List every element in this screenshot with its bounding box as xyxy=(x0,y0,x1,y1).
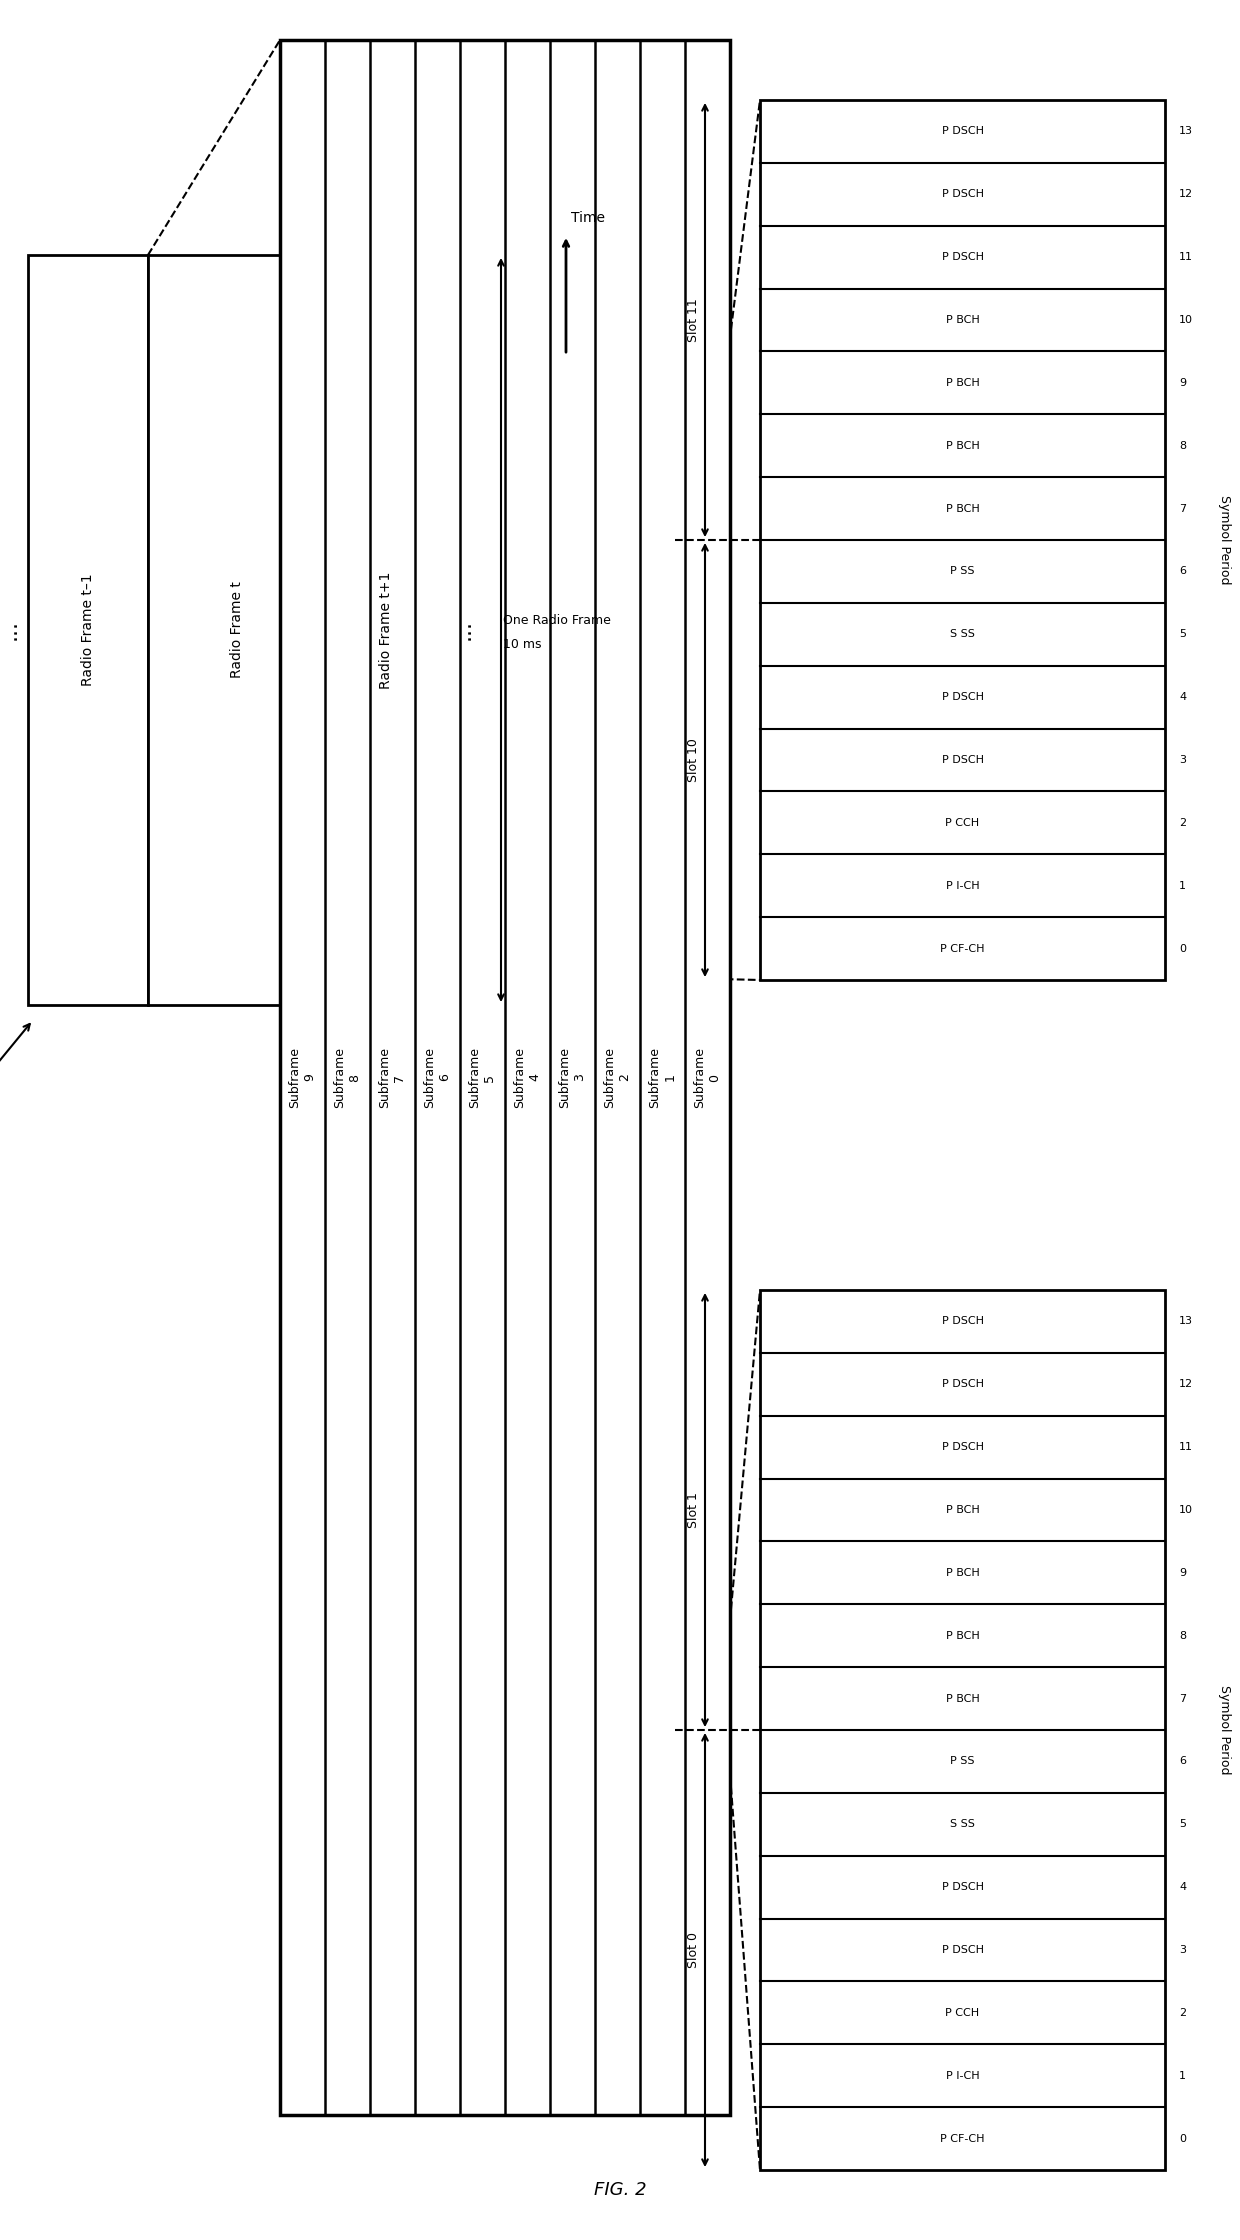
Bar xyxy=(29,255,148,1006)
Text: 12: 12 xyxy=(1179,1380,1193,1389)
Text: One Radio Frame: One Radio Frame xyxy=(503,614,611,627)
Text: P CF-CH: P CF-CH xyxy=(940,2132,985,2144)
Text: P CCH: P CCH xyxy=(945,818,980,829)
Text: P BCH: P BCH xyxy=(946,1631,980,1640)
Text: 6: 6 xyxy=(1179,1756,1185,1767)
Text: Subframe
1: Subframe 1 xyxy=(649,1046,677,1109)
Text: 9: 9 xyxy=(1179,1568,1187,1577)
Bar xyxy=(760,1290,1166,2171)
Text: 10: 10 xyxy=(1179,1505,1193,1514)
Text: 12: 12 xyxy=(1179,190,1193,199)
Text: P DSCH: P DSCH xyxy=(941,125,983,137)
Text: 4: 4 xyxy=(1179,692,1187,701)
Text: 10 ms: 10 ms xyxy=(503,638,542,652)
Text: S SS: S SS xyxy=(950,629,975,638)
Text: 4: 4 xyxy=(1179,1882,1187,1893)
Text: 9: 9 xyxy=(1179,379,1187,388)
Text: Subframe
0: Subframe 0 xyxy=(693,1046,722,1109)
Text: Subframe
9: Subframe 9 xyxy=(289,1046,316,1109)
Text: Subframe
5: Subframe 5 xyxy=(469,1046,496,1109)
Text: 2: 2 xyxy=(1179,2007,1187,2018)
Text: ...: ... xyxy=(0,620,20,641)
Text: P DSCH: P DSCH xyxy=(941,692,983,701)
Text: Subframe
7: Subframe 7 xyxy=(378,1046,407,1109)
Text: 0: 0 xyxy=(1179,943,1185,954)
Text: P CF-CH: P CF-CH xyxy=(940,943,985,954)
Text: P SS: P SS xyxy=(950,567,975,576)
Text: 6: 6 xyxy=(1179,567,1185,576)
Text: 5: 5 xyxy=(1179,629,1185,638)
Text: S SS: S SS xyxy=(950,1819,975,1830)
Text: P DSCH: P DSCH xyxy=(941,190,983,199)
Text: 1: 1 xyxy=(1179,2070,1185,2081)
Bar xyxy=(148,255,326,1006)
Text: P I-CH: P I-CH xyxy=(946,880,980,892)
Text: FIG. 2: FIG. 2 xyxy=(594,2182,646,2200)
Text: 5: 5 xyxy=(1179,1819,1185,1830)
Text: ...: ... xyxy=(454,620,474,641)
Text: 13: 13 xyxy=(1179,1317,1193,1326)
Text: Subframe
2: Subframe 2 xyxy=(604,1046,631,1109)
Text: P DSCH: P DSCH xyxy=(941,1882,983,1893)
Text: P BCH: P BCH xyxy=(946,379,980,388)
Text: 2: 2 xyxy=(1179,818,1187,829)
Text: 13: 13 xyxy=(1179,125,1193,137)
Text: P BCH: P BCH xyxy=(946,504,980,513)
Text: Symbol Period: Symbol Period xyxy=(1219,1684,1231,1774)
Text: Radio Frame t–1: Radio Frame t–1 xyxy=(81,573,95,685)
Text: Slot 1: Slot 1 xyxy=(687,1492,701,1528)
Text: 8: 8 xyxy=(1179,441,1187,450)
Text: P DSCH: P DSCH xyxy=(941,1443,983,1452)
Text: Subframe
4: Subframe 4 xyxy=(513,1046,542,1109)
Text: P DSCH: P DSCH xyxy=(941,1944,983,1956)
Text: Symbol Period: Symbol Period xyxy=(1219,495,1231,585)
Text: 3: 3 xyxy=(1179,755,1185,766)
Text: P BCH: P BCH xyxy=(946,316,980,325)
Text: P BCH: P BCH xyxy=(946,1568,980,1577)
Bar xyxy=(760,101,1166,981)
Text: 11: 11 xyxy=(1179,1443,1193,1452)
Text: Radio Frame t+1: Radio Frame t+1 xyxy=(379,571,393,688)
Text: 1: 1 xyxy=(1179,880,1185,892)
Text: 11: 11 xyxy=(1179,253,1193,262)
Text: P CCH: P CCH xyxy=(945,2007,980,2018)
Text: Time: Time xyxy=(570,211,605,224)
Text: P BCH: P BCH xyxy=(946,441,980,450)
Bar xyxy=(280,40,730,2115)
Text: Radio Frame t: Radio Frame t xyxy=(229,582,244,679)
Text: Subframe
3: Subframe 3 xyxy=(558,1046,587,1109)
Text: P DSCH: P DSCH xyxy=(941,1380,983,1389)
Text: 7: 7 xyxy=(1179,504,1187,513)
Text: P BCH: P BCH xyxy=(946,1505,980,1514)
Text: 200: 200 xyxy=(0,1024,30,1082)
Text: P DSCH: P DSCH xyxy=(941,253,983,262)
Text: Subframe
8: Subframe 8 xyxy=(334,1046,362,1109)
Text: 0: 0 xyxy=(1179,2132,1185,2144)
Bar xyxy=(326,255,446,1006)
Text: P DSCH: P DSCH xyxy=(941,1317,983,1326)
Text: Subframe
6: Subframe 6 xyxy=(424,1046,451,1109)
Text: 3: 3 xyxy=(1179,1944,1185,1956)
Text: 8: 8 xyxy=(1179,1631,1187,1640)
Text: 7: 7 xyxy=(1179,1693,1187,1705)
Text: Slot 10: Slot 10 xyxy=(687,737,701,782)
Text: Slot 0: Slot 0 xyxy=(687,1931,701,1969)
Text: Slot 11: Slot 11 xyxy=(687,298,701,343)
Text: P DSCH: P DSCH xyxy=(941,755,983,766)
Text: P SS: P SS xyxy=(950,1756,975,1767)
Text: P I-CH: P I-CH xyxy=(946,2070,980,2081)
Text: P BCH: P BCH xyxy=(946,1693,980,1705)
Text: 10: 10 xyxy=(1179,316,1193,325)
